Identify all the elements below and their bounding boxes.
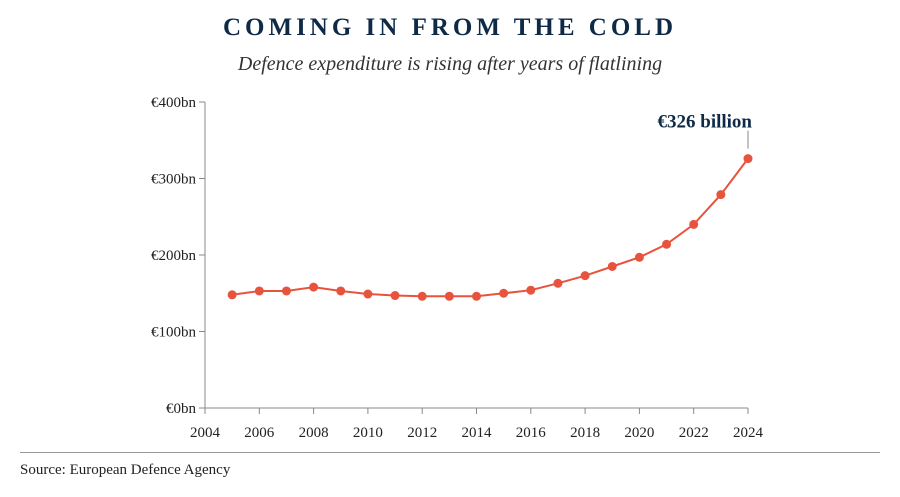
x-tick-label: 2022 (679, 425, 709, 441)
data-point (499, 288, 509, 298)
data-point (526, 285, 536, 295)
chart-title: COMING IN FROM THE COLD (222, 14, 678, 41)
data-point (227, 290, 237, 300)
x-tick-label: 2020 (624, 425, 654, 441)
line-chart: €0bn €100bn €200bn €300bn €400bn 2004 2006 2008… (151, 95, 764, 441)
x-tick-label: 2016 (516, 425, 547, 441)
data-point (689, 219, 699, 229)
data-point (390, 291, 400, 301)
x-tick-label: 2008 (299, 425, 329, 441)
x-tick-label: 2006 (244, 425, 275, 441)
x-tick-label: 2018 (570, 425, 600, 441)
data-point (634, 252, 644, 262)
data-point (336, 286, 346, 296)
footer-divider (20, 452, 880, 453)
data-point (254, 286, 264, 296)
x-tick-label: 2012 (407, 425, 437, 441)
data-point (580, 271, 590, 281)
data-point (716, 190, 726, 200)
annotation-label: €326 billion (658, 112, 753, 133)
y-tick-label: €400bn (151, 95, 197, 111)
data-point (417, 291, 427, 301)
y-tick-label: €300bn (151, 172, 197, 188)
data-point (444, 291, 454, 301)
chart-subtitle: Defence expenditure is rising after year… (237, 53, 663, 75)
data-point (281, 286, 291, 296)
source-note: Source: European Defence Agency (20, 462, 231, 478)
x-tick-label: 2014 (462, 425, 493, 441)
data-point (472, 291, 481, 301)
data-point (363, 289, 373, 299)
data-point (553, 278, 563, 288)
y-tick-label: €0bn (166, 401, 197, 417)
x-tick-label: 2010 (353, 425, 383, 441)
data-point (743, 154, 753, 164)
y-tick-label: €100bn (151, 325, 197, 341)
x-tick-label: 2004 (190, 425, 221, 441)
x-tick-label: 2024 (733, 425, 764, 441)
data-point (309, 282, 319, 292)
y-tick-label: €200bn (151, 248, 197, 264)
series-line (232, 157, 749, 298)
data-point (607, 261, 617, 271)
data-point (662, 239, 672, 249)
